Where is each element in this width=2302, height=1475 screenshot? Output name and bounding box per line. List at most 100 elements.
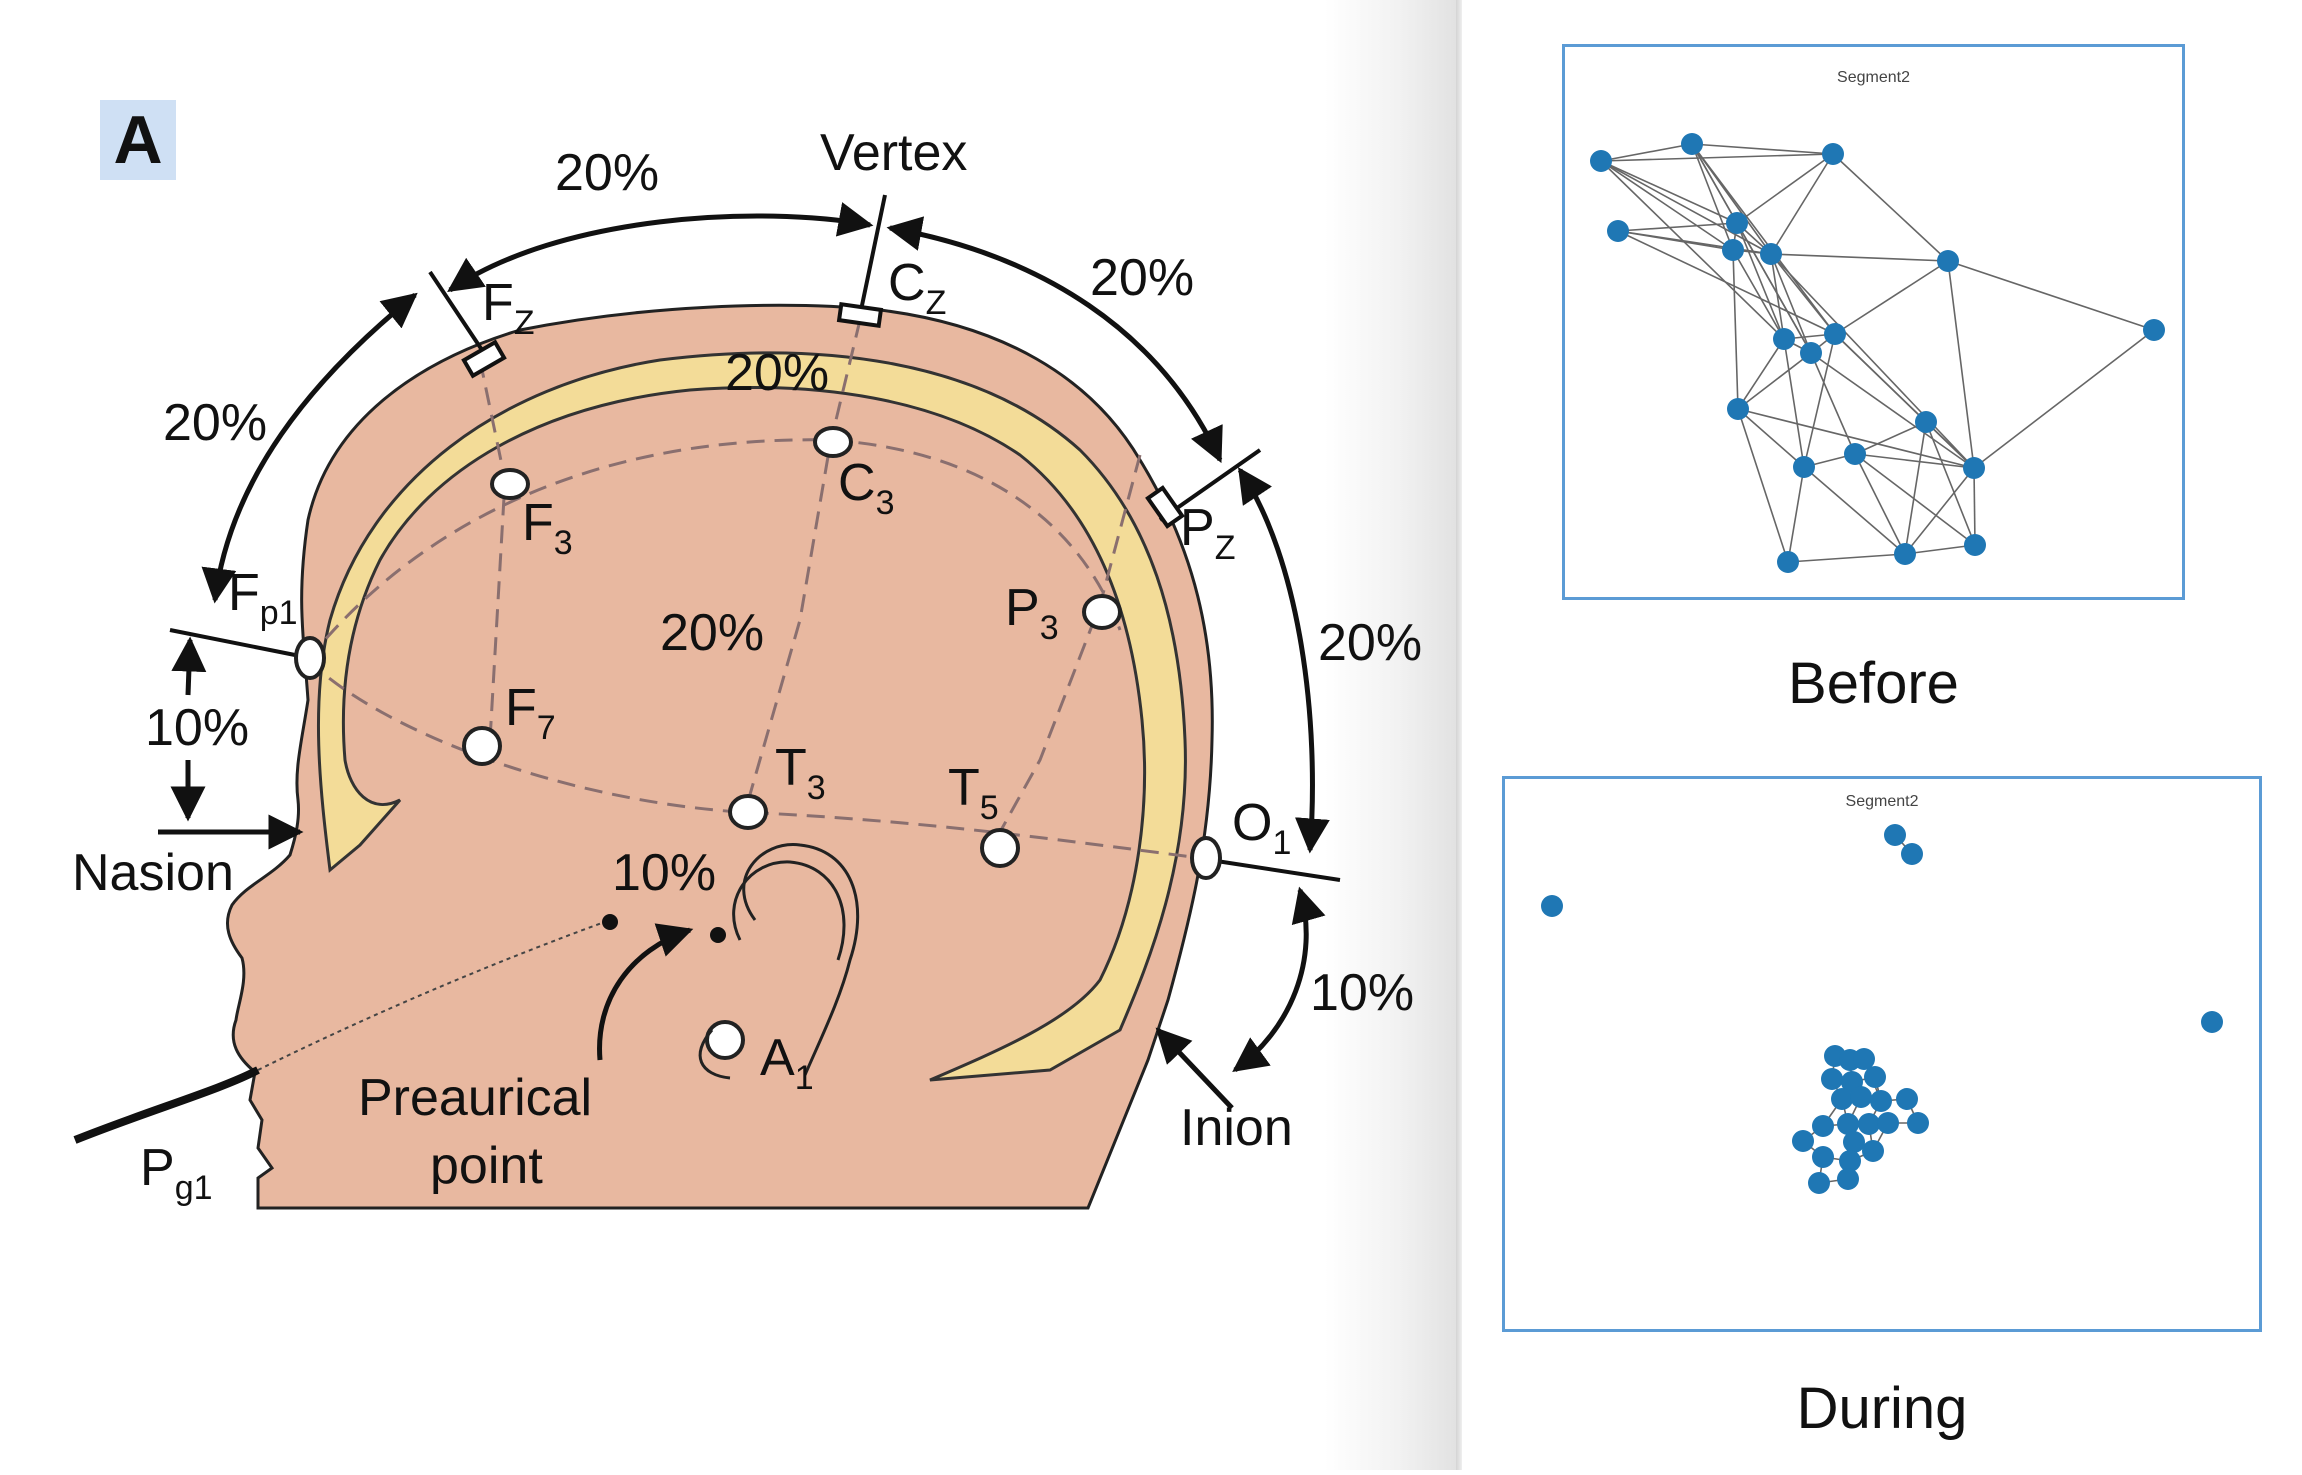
before-graph-edge (1600, 160, 1785, 340)
figure-label: A (113, 102, 162, 178)
label-nasion: Nasion (72, 844, 234, 902)
during-graph-node (1812, 1146, 1834, 1168)
before-graph-edge (1770, 253, 1836, 335)
label-o1: O1 (1232, 794, 1291, 862)
before-graph-node (1760, 243, 1782, 265)
before-graph-nodes (1590, 133, 2165, 573)
during-graph-node (1839, 1150, 1861, 1172)
before-graph-edge (1834, 260, 1949, 335)
electrode-c3 (813, 426, 853, 458)
before-graph-edge (1691, 143, 1834, 155)
before-graph-edge (1617, 230, 1772, 255)
before-graph-node (1824, 323, 1846, 345)
diagram-labels: Vertex 20% 20% 20% 20% 20% 20% 10% 10% 1… (72, 124, 1422, 1195)
during-caption: During (1796, 1376, 1968, 1441)
before-graph-edge (1783, 338, 1805, 468)
before-graph-edge (1904, 544, 1976, 555)
label-20-right: 20% (1318, 614, 1422, 672)
before-graph-node (2143, 319, 2165, 341)
before-graph-edge (1737, 352, 1812, 410)
before-graph-edge (1925, 421, 1976, 546)
label-fp1: Fp1 (228, 564, 298, 632)
label-cz: CZ (888, 254, 946, 322)
electrode-labels: FZ CZ PZ Fp1 F3 C3 P3 F7 T3 T5 O1 A1 Pg1 (140, 254, 1291, 1207)
before-graph-edge (1803, 333, 1836, 468)
reference-lines (73, 914, 726, 1144)
before-graph-edge (1973, 329, 2155, 469)
before-graph-edge (1600, 160, 1734, 251)
label-p3: P3 (1005, 579, 1059, 647)
before-caption: Before (1788, 651, 1959, 716)
before-graph-edge (1736, 153, 1834, 224)
label-20-center: 20% (660, 604, 764, 662)
during-graph-title: Segment2 (1845, 793, 1919, 810)
before-graph-edge (1925, 421, 1975, 469)
during-graph-node (1907, 1112, 1929, 1134)
before-graph-edge (1854, 453, 1976, 546)
before-graph-edge (1947, 260, 1975, 469)
before-graph-node (1894, 543, 1916, 565)
ear (698, 843, 860, 1080)
before-graph-edge (1737, 408, 1975, 469)
electrodes (294, 426, 1222, 1060)
during-graph-node (1821, 1068, 1843, 1090)
before-graph-edge (1732, 249, 1785, 340)
before-graph-edge (1904, 467, 1975, 555)
before-graph-edge (1770, 253, 1975, 469)
during-graph-node (1831, 1088, 1853, 1110)
midline-markers (169, 194, 1341, 882)
label-10-ear: 10% (612, 844, 716, 902)
before-graph-edge (1787, 553, 1906, 563)
before-graph-node (1800, 342, 1822, 364)
during-graph-node (1884, 824, 1906, 846)
electrode-t3 (728, 794, 768, 830)
head-diagram: A (72, 100, 1422, 1210)
during-graph-node (1808, 1172, 1830, 1194)
before-graph-node (1822, 143, 1844, 165)
before-graph-edge (1617, 230, 1836, 335)
during-graph-node (1792, 1130, 1814, 1152)
label-preauricular-2: point (430, 1137, 543, 1195)
before-graph-node (1844, 443, 1866, 465)
before-graph-node (1607, 220, 1629, 242)
before-graph-node (1726, 212, 1748, 234)
during-graph-frame: Segment2 (1502, 776, 2262, 1332)
before-graph-edge (1973, 467, 1976, 546)
label-t5: T5 (948, 759, 999, 827)
before-graph-node (1777, 551, 1799, 573)
label-20-left: 20% (163, 394, 267, 452)
label-20-top-left: 20% (555, 144, 659, 202)
label-fz: FZ (482, 274, 535, 342)
electrode-f3 (490, 468, 530, 500)
before-graph-edge (1947, 260, 2155, 331)
during-graph-node (1862, 1140, 1884, 1162)
before-graph-node (1793, 456, 1815, 478)
figure-label-bg (100, 100, 176, 180)
label-20-center-top: 20% (725, 344, 829, 402)
before-graph-node (1681, 133, 1703, 155)
before-graph-title: Segment2 (1837, 69, 1910, 86)
during-graph-node (1812, 1115, 1834, 1137)
before-graph-node (1590, 150, 1612, 172)
during-graph-node (1850, 1086, 1872, 1108)
during-graph-nodes (1541, 824, 2223, 1194)
before-graph-edge (1600, 160, 1772, 255)
label-preauricular-1: Preaurical (358, 1069, 592, 1127)
network-graphs-panel: Segment2 Before Segment2 During (1462, 0, 2302, 1470)
skull-band (316, 351, 1187, 1082)
during-graph-node (1541, 895, 1563, 917)
before-network-graph (1590, 133, 2165, 573)
before-graph-edge (1737, 408, 1805, 468)
before-graph-edge (1787, 466, 1805, 563)
before-graph-edge (1600, 143, 1693, 162)
before-graph-edge (1770, 253, 1785, 340)
before-graph-edge (1691, 143, 1734, 251)
label-f3: F3 (522, 494, 573, 562)
during-graph-node (1864, 1066, 1886, 1088)
label-10-left: 10% (145, 699, 249, 757)
during-network-graph (1541, 824, 2223, 1194)
during-graph-node (1843, 1131, 1865, 1153)
before-graph-edge (1770, 253, 1949, 262)
electrode-a1 (705, 1020, 745, 1060)
label-pg1: Pg1 (140, 1139, 213, 1207)
